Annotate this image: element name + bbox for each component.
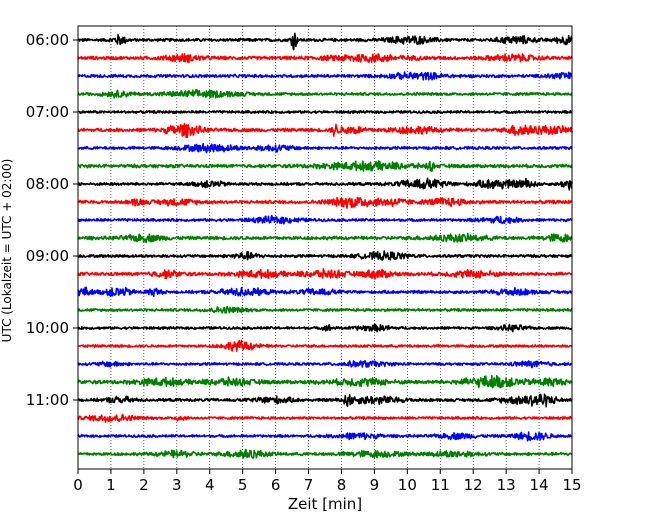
x-tick-label: 11 <box>431 476 450 494</box>
trace-0945 <box>77 305 573 314</box>
trace-0715 <box>77 122 573 139</box>
trace-1115 <box>77 413 573 423</box>
x-tick-label: 4 <box>205 476 215 494</box>
x-tick-label: 8 <box>337 476 347 494</box>
x-tick-label: 6 <box>271 476 281 494</box>
y-tick-label: 11:00 <box>26 391 69 409</box>
trace-0800 <box>77 177 573 191</box>
trace-0930 <box>77 286 573 298</box>
trace-1145 <box>77 448 573 459</box>
trace-1030 <box>77 359 573 369</box>
trace-0915 <box>77 267 573 280</box>
trace-0630 <box>77 71 573 81</box>
x-tick-label: 14 <box>530 476 549 494</box>
y-tick-label: 07:00 <box>26 103 69 121</box>
x-axis-ticks: 0 1 2 3 4 5 6 7 8 9 10 11 12 13 14 15 <box>73 469 582 494</box>
trace-0900 <box>77 250 573 261</box>
y-tick-label: 09:00 <box>26 247 69 265</box>
x-tick-label: 2 <box>139 476 149 494</box>
y-tick-label: 08:00 <box>26 175 69 193</box>
x-tick-label: 7 <box>304 476 314 494</box>
trace-1015 <box>77 339 573 352</box>
trace-0745 <box>77 160 573 172</box>
trace-0830 <box>77 214 573 225</box>
x-axis-label: Zeit [min] <box>288 495 362 513</box>
trace-0600 <box>77 32 573 51</box>
x-tick-label: 13 <box>497 476 516 494</box>
x-tick-label: 1 <box>106 476 116 494</box>
trace-0615 <box>77 53 573 63</box>
trace-1000 <box>77 323 573 333</box>
trace-1100 <box>77 393 573 408</box>
seismic-traces <box>77 32 573 459</box>
trace-0730 <box>77 143 573 154</box>
plot-frame <box>77 25 573 470</box>
x-tick-label: 10 <box>398 476 417 494</box>
x-tick-label: 12 <box>464 476 483 494</box>
trace-0845 <box>77 232 573 244</box>
y-tick-label: 10:00 <box>26 319 69 337</box>
x-tick-label: 5 <box>238 476 248 494</box>
trace-1130 <box>77 431 573 442</box>
trace-0645 <box>77 88 573 99</box>
x-tick-label: 3 <box>172 476 182 494</box>
x-tick-label: 15 <box>562 476 581 494</box>
y-axis-label: UTC (Lokalzeit = UTC + 02:00) <box>0 159 14 343</box>
trace-0700 <box>77 109 573 115</box>
y-axis-ticks: 06:00 07:00 08:00 09:00 10:00 11:00 <box>26 31 78 409</box>
trace-0815 <box>77 196 573 209</box>
x-tick-label: 0 <box>73 476 83 494</box>
x-tick-label: 9 <box>370 476 380 494</box>
trace-1045 <box>77 375 573 389</box>
y-tick-label: 06:00 <box>26 31 69 49</box>
